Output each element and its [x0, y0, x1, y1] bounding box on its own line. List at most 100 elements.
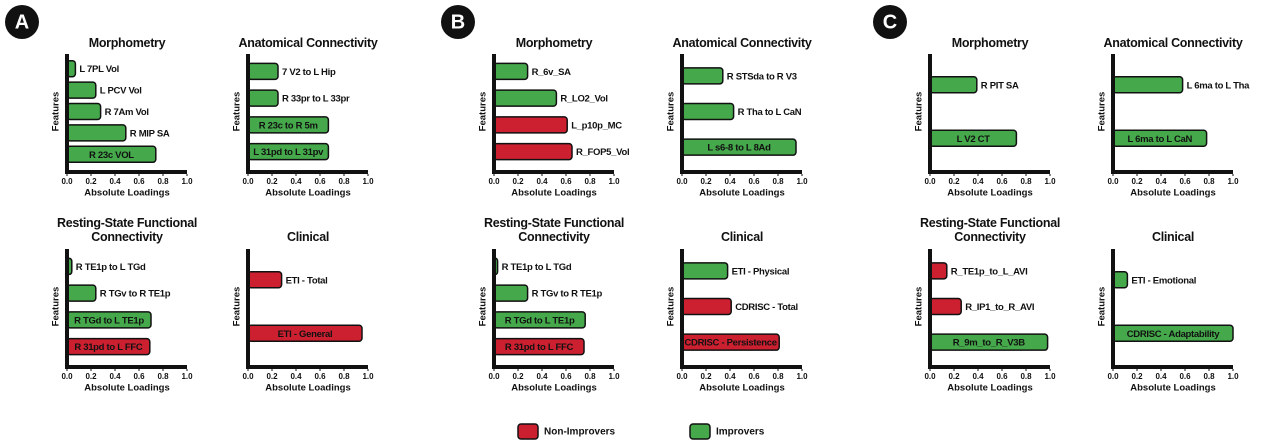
bar-label: R Tha to L CaN	[738, 107, 802, 118]
x-tick-label: 0.8	[772, 177, 784, 186]
x-tick-label: 0.4	[290, 372, 302, 381]
bar-label: ETI - Emotional	[1131, 275, 1196, 286]
x-tick-label: 1.0	[181, 372, 193, 381]
bar-label: R 23c VOL	[89, 150, 134, 161]
x-axis-label: Absolute Loadings	[265, 383, 351, 394]
x-tick-label: 0.2	[700, 177, 712, 186]
chart-title: Resting-State Functional Connectivity	[483, 216, 625, 244]
x-tick-label: 0.0	[676, 372, 688, 381]
bar	[929, 297, 962, 316]
bar-label: CDRISC - Persistence	[684, 338, 776, 349]
x-tick-label: 0.2	[512, 372, 524, 381]
y-axis-label: Features	[478, 92, 489, 132]
x-tick-label: 0.2	[266, 177, 278, 186]
bar-label: R 23c to R 5m	[259, 120, 318, 131]
x-tick-label: 0.8	[584, 372, 596, 381]
x-tick-label: 1.0	[362, 372, 374, 381]
legend-swatch	[689, 423, 711, 440]
bar	[247, 89, 279, 107]
x-tick-label: 0.6	[133, 372, 145, 381]
bar-label: R_LO2_Vol	[560, 94, 607, 105]
bar-label: R 33pr to L 33pr	[282, 94, 350, 105]
x-axis-label: Absolute Loadings	[1130, 188, 1216, 199]
x-tick-label: 0.2	[700, 372, 712, 381]
bar	[66, 124, 127, 142]
bar	[493, 116, 568, 134]
x-tick-label: 0.6	[560, 372, 572, 381]
panel-letter: B	[451, 11, 465, 33]
bar-label: R TE1p to L TGd	[76, 262, 146, 273]
x-tick-label: 1.0	[608, 372, 620, 381]
bar-label: ETI - Physical	[732, 266, 790, 277]
x-axis-label: Absolute Loadings	[265, 188, 351, 199]
bar-label: L s6-8 to L 8Ad	[707, 143, 771, 154]
x-tick-label: 0.6	[314, 177, 326, 186]
x-tick-label: 1.0	[1227, 177, 1239, 186]
bar-label: R TGv to R TE1p	[532, 289, 603, 300]
x-tick-label: 0.4	[290, 177, 302, 186]
x-tick-label: 0.0	[488, 372, 500, 381]
x-tick-label: 0.2	[948, 372, 960, 381]
y-axis-label: Features	[232, 287, 243, 327]
y-axis-label: Features	[666, 92, 677, 132]
x-tick-label: 0.2	[266, 372, 278, 381]
bar-label: R_IP1_to_R_AVI	[965, 302, 1034, 313]
chart-title: Morphometry	[515, 36, 593, 50]
x-tick-label: 1.0	[608, 177, 620, 186]
legend-swatch	[517, 423, 539, 440]
x-tick-label: 1.0	[1227, 372, 1239, 381]
x-tick-label: 0.6	[560, 177, 572, 186]
bar	[681, 67, 724, 85]
x-tick-label: 0.6	[1179, 177, 1191, 186]
y-axis-label: Features	[914, 92, 925, 132]
bar-label: ETI - General	[278, 329, 333, 340]
x-tick-label: 0.8	[157, 372, 169, 381]
bar	[493, 142, 573, 161]
panel-badge	[5, 5, 39, 39]
x-tick-label: 1.0	[796, 177, 808, 186]
x-tick-label: 1.0	[1044, 177, 1056, 186]
x-tick-label: 0.4	[972, 372, 984, 381]
chart-title: Anatomical Connectivity	[238, 36, 378, 50]
bar-label: R TGv to R TE1p	[100, 289, 171, 300]
bar-label: R_9m_to_R_V3B	[953, 338, 1026, 349]
bar-label: R_TE1p_to_L_AVI	[951, 266, 1028, 277]
chart-title: Resting-State Functional Connectivity	[919, 216, 1061, 244]
x-tick-label: 0.8	[157, 177, 169, 186]
chart-title: Clinical	[720, 230, 764, 244]
y-axis-label: Features	[478, 287, 489, 327]
bar-label: R TGd to L TE1p	[74, 315, 144, 326]
x-tick-label: 0.0	[924, 372, 936, 381]
panel-badge	[441, 5, 475, 39]
y-axis-label: Features	[51, 287, 62, 327]
x-tick-label: 0.6	[748, 372, 760, 381]
x-tick-label: 0.0	[488, 177, 500, 186]
x-tick-label: 0.2	[1131, 372, 1143, 381]
bar-label: CDRISC - Adaptability	[1127, 329, 1221, 340]
x-tick-label: 0.6	[996, 177, 1008, 186]
bar-label: ETI - Total	[286, 275, 328, 286]
x-tick-label: 0.0	[61, 372, 73, 381]
bar-label: R 31pd to L FFC	[74, 342, 143, 353]
x-tick-label: 0.8	[1203, 177, 1215, 186]
x-tick-label: 0.0	[61, 177, 73, 186]
y-axis-label: Features	[666, 287, 677, 327]
bar	[1112, 76, 1184, 94]
bar-label: R_6v_SA	[532, 67, 572, 78]
x-tick-label: 0.8	[1020, 177, 1032, 186]
x-tick-label: 0.4	[972, 177, 984, 186]
chart-title: Clinical	[1151, 230, 1195, 244]
legend-label: Improvers	[716, 427, 765, 438]
bar-label: L V2 CT	[957, 134, 991, 145]
bar-label: L 31pd to L 31pv	[253, 147, 324, 158]
x-axis-label: Absolute Loadings	[84, 188, 170, 199]
x-axis-label: Absolute Loadings	[511, 188, 597, 199]
chart-title: Morphometry	[951, 36, 1029, 50]
x-tick-label: 0.2	[85, 177, 97, 186]
x-tick-label: 1.0	[362, 177, 374, 186]
bar	[493, 284, 529, 302]
x-tick-label: 1.0	[796, 372, 808, 381]
bar	[493, 62, 529, 81]
bar	[66, 102, 102, 121]
x-tick-label: 0.0	[924, 177, 936, 186]
